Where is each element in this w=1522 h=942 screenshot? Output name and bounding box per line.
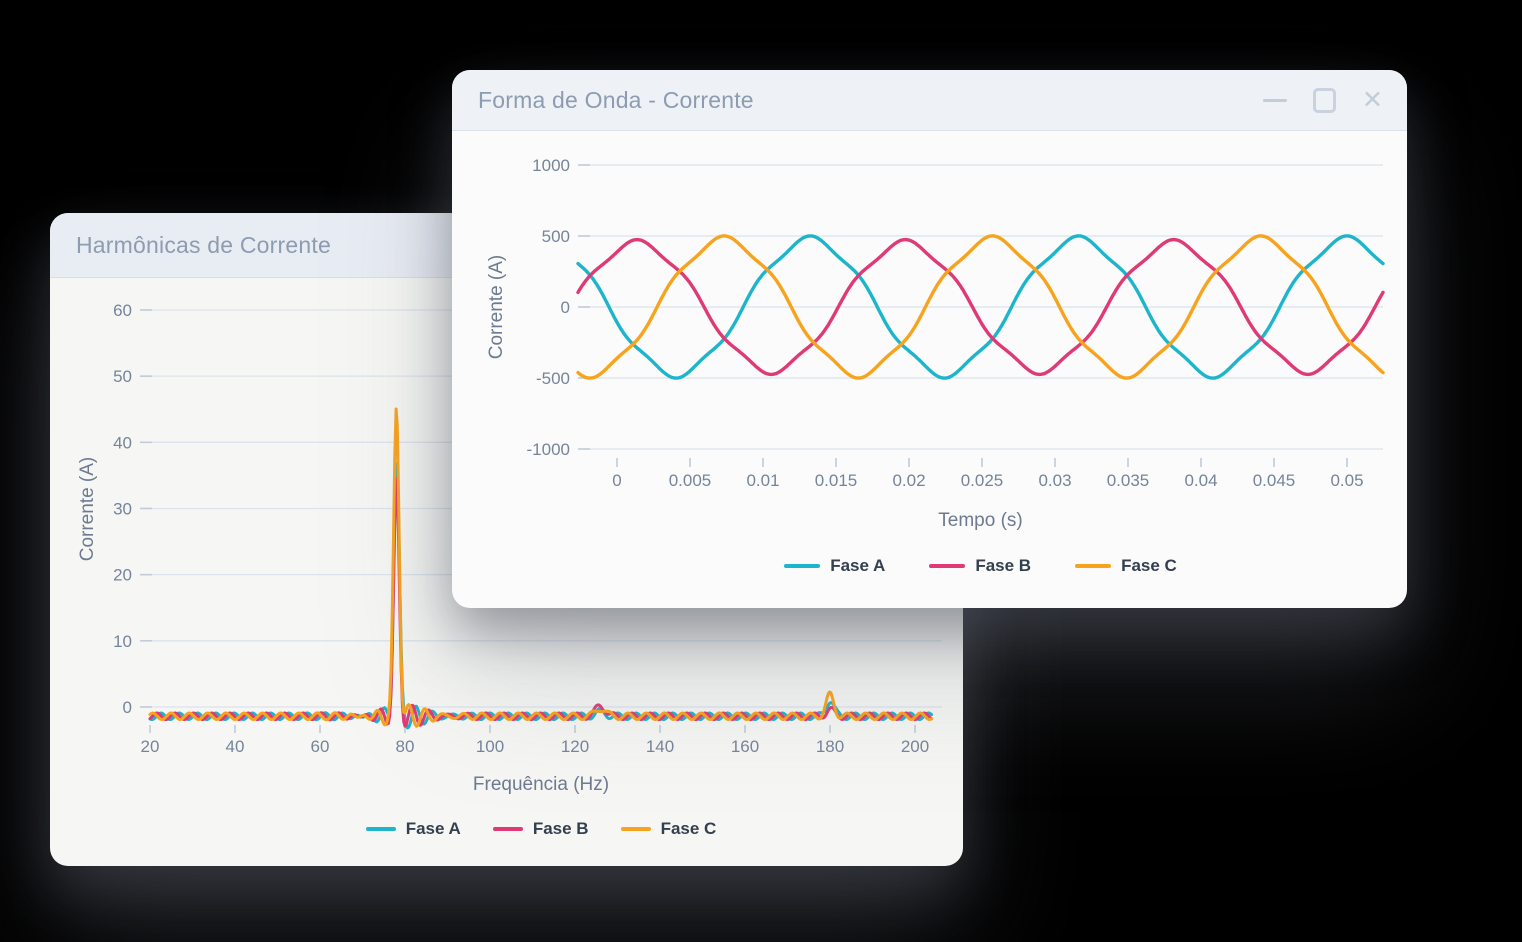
waveform-window: Forma de Onda - Corrente ✕ 1000 500 0 -500 -… xyxy=(452,70,1407,608)
legend-item-fase-a[interactable]: Fase A xyxy=(365,819,461,839)
fase-c-swatch-icon xyxy=(620,827,651,831)
harmonics-legend: Fase A Fase B Fase C xyxy=(140,819,942,839)
x-tick-label: 0.05 xyxy=(1330,471,1363,490)
legend-label: Fase A xyxy=(405,819,461,838)
y-tick-label: 1000 xyxy=(532,156,570,175)
series-line-fase-a xyxy=(576,234,1385,380)
legend-label: Fase B xyxy=(975,556,1032,575)
legend-item-fase-b[interactable]: Fase B xyxy=(492,819,589,839)
x-tick-label: 0.025 xyxy=(961,471,1004,490)
legend-item-fase-b[interactable]: Fase B xyxy=(929,556,1031,576)
waveform-x-axis-title: Tempo (s) xyxy=(938,510,1023,531)
x-tick-label: 0.005 xyxy=(669,471,712,490)
x-tick-label: 0.01 xyxy=(746,471,779,490)
y-tick-label: 50 xyxy=(113,367,132,386)
window-controls: ✕ xyxy=(1263,70,1383,130)
series-line-fase-b xyxy=(576,237,1385,377)
x-tick-label: 140 xyxy=(646,737,674,756)
x-tick-label: 200 xyxy=(901,737,929,756)
x-tick-label: 0.04 xyxy=(1184,471,1217,490)
fase-a-swatch-icon xyxy=(784,564,821,568)
x-tick-label: 100 xyxy=(476,737,504,756)
fase-c-swatch-icon xyxy=(1075,564,1112,568)
y-tick-label: 40 xyxy=(113,433,132,452)
legend-label: Fase A xyxy=(830,556,886,575)
y-tick-label: 0 xyxy=(561,298,570,317)
x-tick-label: 0.03 xyxy=(1038,471,1071,490)
x-tick-label: 0.045 xyxy=(1253,471,1296,490)
x-tick-label: 20 xyxy=(141,737,160,756)
y-tick-label: 20 xyxy=(113,566,132,585)
fase-b-swatch-icon xyxy=(492,827,523,831)
maximize-icon[interactable] xyxy=(1313,87,1337,113)
harmonics-x-axis-title: Frequência (Hz) xyxy=(472,774,610,795)
harmonics-window-title: Harmônicas de Corrente xyxy=(76,231,331,258)
fase-b-swatch-icon xyxy=(929,564,966,568)
x-tick-label: 160 xyxy=(731,737,759,756)
x-tick-label: 40 xyxy=(226,737,245,756)
y-tick-label: 0 xyxy=(123,698,132,717)
x-tick-label: 0.02 xyxy=(892,471,925,490)
y-tick-label: 500 xyxy=(542,227,570,246)
fase-a-swatch-icon xyxy=(365,827,396,831)
x-tick-label: 0.035 xyxy=(1107,471,1150,490)
x-tick-label: 0 xyxy=(612,471,621,490)
legend-label: Fase B xyxy=(532,819,589,838)
legend-label: Fase C xyxy=(660,819,717,838)
y-tick-label: -500 xyxy=(536,369,570,388)
y-tick-label: 30 xyxy=(113,499,132,518)
waveform-y-axis-title: Corrente (A) xyxy=(486,254,507,360)
harmonics-y-axis-title: Corrente (A) xyxy=(77,456,98,562)
x-tick-label: 60 xyxy=(311,737,330,756)
legend-label: Fase C xyxy=(1121,556,1177,575)
close-icon[interactable]: ✕ xyxy=(1362,85,1383,114)
legend-item-fase-c[interactable]: Fase C xyxy=(1075,556,1177,576)
waveform-window-title: Forma de Onda - Corrente xyxy=(478,86,754,113)
y-tick-label: 10 xyxy=(113,632,132,651)
legend-item-fase-a[interactable]: Fase A xyxy=(784,556,885,576)
y-tick-label: 60 xyxy=(113,301,132,320)
x-tick-label: 80 xyxy=(396,737,415,756)
waveform-legend: Fase A Fase B Fase C xyxy=(578,556,1383,576)
series-line-fase-c xyxy=(576,234,1385,380)
x-tick-label: 120 xyxy=(561,737,589,756)
waveform-window-titlebar[interactable]: Forma de Onda - Corrente ✕ xyxy=(452,70,1407,131)
x-tick-label: 0.015 xyxy=(815,471,858,490)
minimize-icon[interactable] xyxy=(1263,98,1288,102)
x-tick-label: 180 xyxy=(816,737,844,756)
legend-item-fase-c[interactable]: Fase C xyxy=(620,819,717,839)
y-tick-label: -1000 xyxy=(527,440,570,459)
